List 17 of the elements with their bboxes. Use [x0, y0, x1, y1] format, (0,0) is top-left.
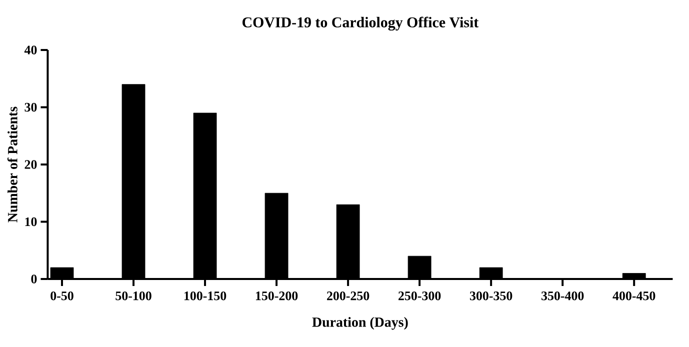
- x-tick-label: 400-450: [612, 291, 656, 300]
- x-tick-label: 100-150: [184, 291, 226, 300]
- x-tick-label: 150-200: [256, 291, 298, 300]
- y-tick-label: 20: [24, 160, 37, 169]
- y-tick-label: 0: [31, 274, 37, 284]
- y-tick-label: 10: [25, 217, 37, 226]
- x-tick-label: 50-100: [116, 291, 152, 300]
- y-axis-title: Number of Patients: [7, 106, 18, 222]
- y-tick-label: 30: [24, 102, 37, 112]
- x-tick-label: 250-300: [398, 291, 441, 300]
- x-tick-label: 350-400: [541, 291, 584, 300]
- chart-title: COVID-19 to Cardiology Office Visit: [242, 16, 479, 31]
- x-axis-title: Duration (Days): [312, 317, 408, 330]
- y-tick-label: 40: [24, 46, 37, 54]
- x-tick-label: 0-50: [50, 291, 74, 300]
- x-tick-label: 200-250: [327, 291, 370, 300]
- x-tick-label: 300-350: [470, 291, 512, 300]
